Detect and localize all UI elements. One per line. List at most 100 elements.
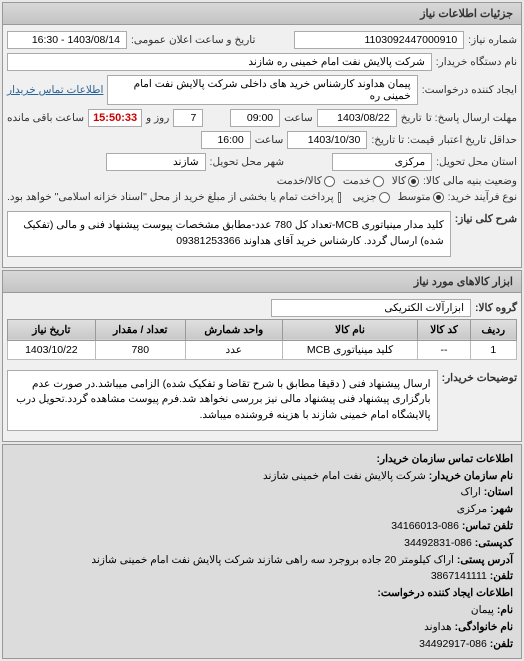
city-value: مرکزی (457, 503, 487, 515)
postal-label: کدپستی: (475, 537, 513, 549)
creator-phone-value: 086-34492917 (419, 638, 487, 650)
buyer-contact-link[interactable]: اطلاعات تماس خریدار (7, 84, 103, 96)
radio-label-kala: کالا (392, 175, 406, 187)
creator-label: ایجاد کننده درخواست: (422, 84, 517, 96)
name-label: نام: (497, 604, 513, 616)
validity-date-field: 1403/10/30 (287, 131, 367, 149)
radio-label-khedmat: خدمت (343, 175, 371, 187)
creator-phone-label: تلفن: (490, 638, 513, 650)
desc-label: شرح کلی نیاز: (455, 207, 517, 225)
cell-row: 1 (470, 340, 516, 359)
row-delivery: استان محل تحویل: مرکزی شهر محل تحویل: شا… (7, 151, 517, 173)
remaining-time-field: 15:50:33 (88, 109, 142, 127)
contact-section: اطلاعات تماس سازمان خریدار: نام سازمان خ… (2, 444, 522, 660)
cell-unit: عدد (185, 340, 282, 359)
radio-icon (433, 192, 444, 203)
radio-label-medium: متوسط (398, 191, 431, 203)
deadline-time-label: ساعت (284, 112, 313, 124)
creator-field: پیمان هداوند کارشناس خرید های داخلی شرکت… (107, 75, 417, 105)
cell-date: 1403/10/22 (8, 340, 96, 359)
tel-value: 3867141111 (431, 570, 487, 582)
validity-time-field: 16:00 (201, 131, 251, 149)
phone-value: 086-34166013 (391, 520, 459, 532)
cell-name: کلید مینیاتوری MCB (282, 340, 418, 359)
row-deadline: مهلت ارسال پاسخ: تا تاریخ 1403/08/22 ساع… (7, 107, 517, 129)
city-label: شهر: (490, 503, 513, 515)
province-value: اراک (460, 486, 480, 498)
payment-checkbox[interactable] (338, 192, 342, 203)
goods-group-label: گروه کالا: (475, 302, 517, 314)
remaining-days-field: 7 (173, 109, 203, 127)
delivery-province-label: استان محل تحویل: (436, 156, 517, 168)
creator-contact-header: اطلاعات ایجاد کننده درخواست: (377, 587, 513, 599)
radio-item-kala[interactable]: کالا (392, 175, 419, 187)
cell-qty: 780 (95, 340, 185, 359)
row-notes: توضیحات خریدار: ارسال پیشنهاد فنی ( دقیق… (7, 364, 517, 437)
radio-item-medium[interactable]: متوسط (398, 191, 444, 203)
address-value: اراک کیلومتر 20 جاده بروجرد سه راهی شازن… (91, 554, 454, 566)
validity-label2: قیمت: تا تاریخ: (371, 134, 434, 146)
announce-datetime-field: 1403/08/14 - 16:30 (7, 31, 127, 49)
name-value: پیمان (471, 604, 494, 616)
deadline-label2: تاریخ (401, 112, 422, 124)
row-description: شرح کلی نیاز: کلید مدار مینیاتوری MCB-تع… (7, 205, 517, 263)
validity-label: حداقل تاریخ اعتبار (439, 134, 517, 146)
radio-icon (379, 192, 390, 203)
goods-group-field: ابزارآلات الکتریکی (271, 299, 471, 317)
items-panel: ابزار کالاهای مورد نیاز گروه کالا: ابزار… (2, 270, 522, 442)
row-buyer-org: نام دستگاه خریدار: شرکت پالایش نفت امام … (7, 51, 517, 73)
purchase-type-radio-group: متوسط جزیی (353, 191, 444, 203)
province-label: استان: (484, 486, 513, 498)
announce-label: تاریخ و ساعت اعلان عمومی: (131, 34, 255, 46)
tel-label: تلفن: (490, 570, 513, 582)
row-validity: حداقل تاریخ اعتبار قیمت: تا تاریخ: 1403/… (7, 129, 517, 151)
goods-type-radio-group: کالا خدمت کالا/خدمت (277, 175, 419, 187)
radio-icon (324, 176, 335, 187)
table-row: 1 -- کلید مینیاتوری MCB عدد 780 1403/10/… (8, 340, 517, 359)
items-panel-title: ابزار کالاهای مورد نیاز (3, 271, 521, 293)
row-goods-group: گروه کالا: ابزارآلات الکتریکی (7, 297, 517, 319)
col-name: نام کالا (282, 319, 418, 340)
radio-item-both[interactable]: کالا/خدمت (277, 175, 335, 187)
desc-box: کلید مدار مینیاتوری MCB-تعداد کل 780 عدد… (7, 211, 451, 257)
validity-time-label: ساعت (255, 134, 284, 146)
remaining-days-label: روز و (146, 112, 169, 124)
deadline-time-field: 09:00 (230, 109, 280, 127)
row-request-number: شماره نیاز: 1103092447000910 تاریخ و ساع… (7, 29, 517, 51)
lastname-value: هداوند (424, 621, 451, 633)
delivery-city-field: شازند (106, 153, 206, 171)
lastname-label: نام خانوادگی: (455, 621, 513, 633)
org-value: شرکت پالایش نفت امام خمینی شازند (263, 470, 426, 482)
notes-box: ارسال پیشنهاد فنی ( دقیقا مطابق با شرح ت… (7, 370, 438, 431)
notes-label: توضیحات خریدار: (442, 366, 517, 384)
goods-type-label: وضعیت بنیه مالی کالا: (423, 175, 517, 187)
request-number-field: 1103092447000910 (294, 31, 464, 49)
panel-body: شماره نیاز: 1103092447000910 تاریخ و ساع… (3, 25, 521, 267)
items-body: گروه کالا: ابزارآلات الکتریکی ردیف کد کا… (3, 293, 521, 441)
org-label: نام سازمان خریدار: (429, 470, 513, 482)
col-code: کد کالا (418, 319, 470, 340)
radio-item-khedmat[interactable]: خدمت (343, 175, 384, 187)
cell-code: -- (418, 340, 470, 359)
postal-value: 086-34492831 (404, 537, 472, 549)
deadline-date-field: 1403/08/22 (317, 109, 397, 127)
col-row: ردیف (470, 319, 516, 340)
row-goods-type: وضعیت بنیه مالی کالا: کالا خدمت کالا/خدم… (7, 173, 517, 189)
buyer-org-field: شرکت پالایش نفت امام خمینی ره شازند (7, 53, 432, 71)
phone-label: تلفن تماس: (462, 520, 513, 532)
radio-icon (373, 176, 384, 187)
payment-note: پرداخت تمام یا بخشی از مبلغ خرید از محل … (7, 191, 334, 203)
deadline-label: مهلت ارسال پاسخ: تا (426, 112, 517, 124)
address-label: آدرس پستی: (457, 554, 513, 566)
col-unit: واحد شمارش (185, 319, 282, 340)
panel-title: جزئیات اطلاعات نیاز (3, 3, 521, 25)
radio-icon (408, 176, 419, 187)
row-purchase-type: نوع فرآیند خرید: متوسط جزیی پرداخت تمام … (7, 189, 517, 205)
radio-item-minor[interactable]: جزیی (353, 191, 390, 203)
buyer-org-label: نام دستگاه خریدار: (436, 56, 517, 68)
row-creator: ایجاد کننده درخواست: پیمان هداوند کارشنا… (7, 73, 517, 107)
items-table: ردیف کد کالا نام کالا واحد شمارش تعداد /… (7, 319, 517, 360)
radio-label-both: کالا/خدمت (277, 175, 322, 187)
radio-label-minor: جزیی (353, 191, 377, 203)
remaining-label: ساعت باقی مانده (7, 112, 84, 124)
